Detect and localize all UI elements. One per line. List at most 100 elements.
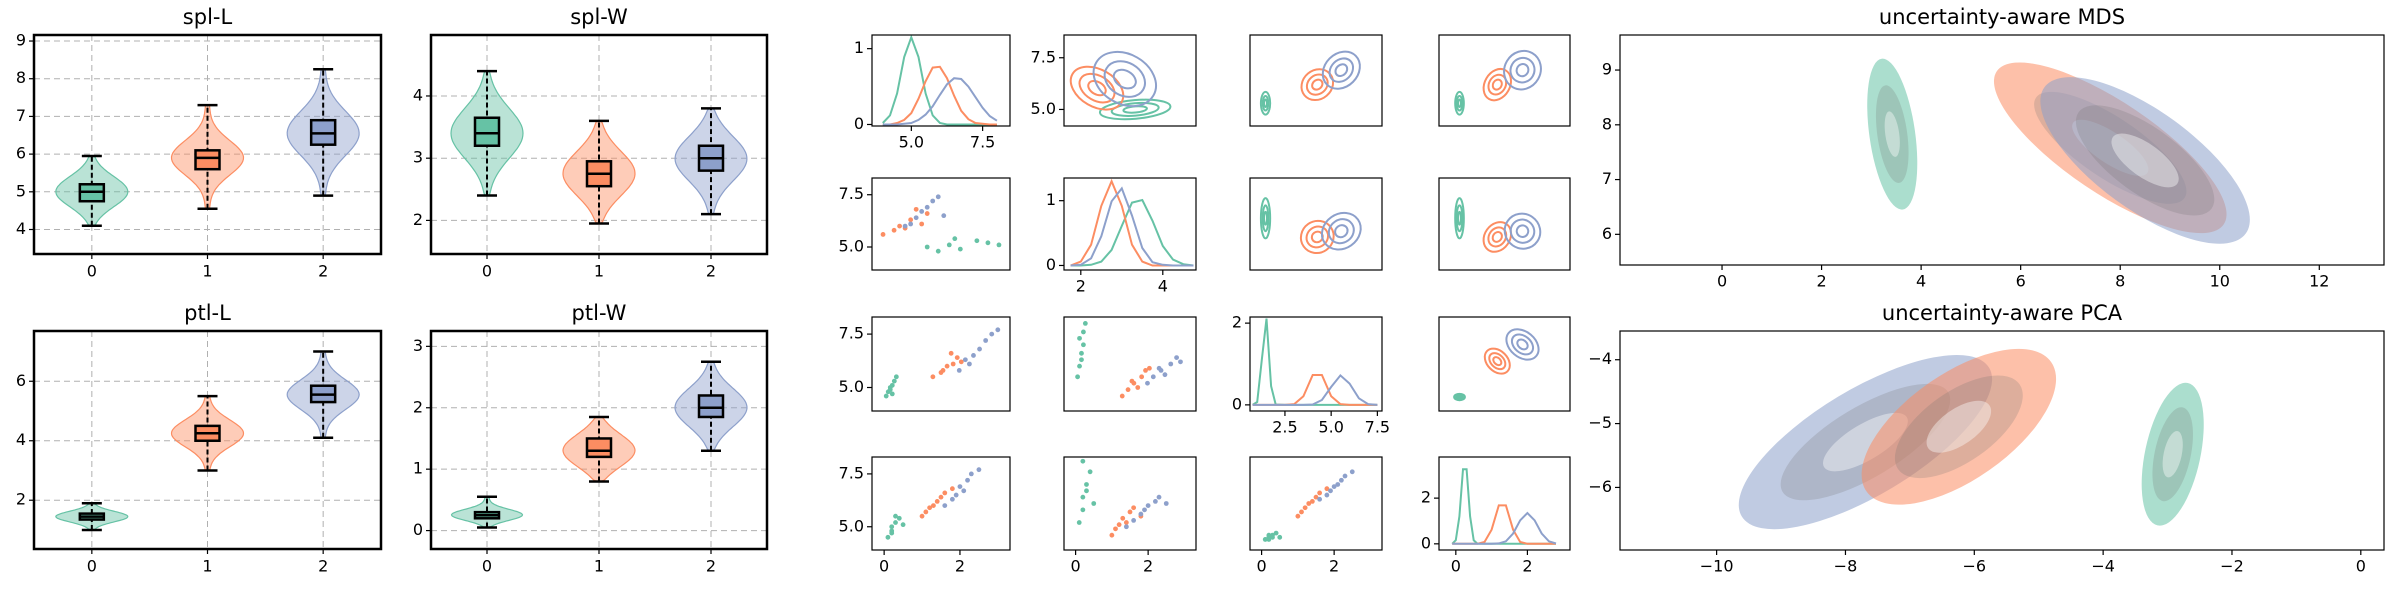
chart-title: ptl-L <box>184 301 231 325</box>
scatter-point <box>1077 363 1082 369</box>
y-tick-label: 8 <box>16 68 26 87</box>
scatter-point <box>1077 335 1082 341</box>
scatter-point <box>1277 534 1283 540</box>
scatter-point <box>913 206 919 212</box>
uncertainty-ellipse <box>2162 431 2183 478</box>
density-line <box>1452 504 1556 545</box>
density-line <box>882 77 998 126</box>
y-tick-label: 0 <box>413 520 423 539</box>
x-tick-label: 0 <box>87 262 97 281</box>
scatter-point <box>983 338 989 343</box>
scatter-point <box>1266 532 1272 538</box>
axes-frame <box>1063 177 1197 271</box>
contour-line <box>1454 90 1465 116</box>
axes-frame <box>1063 316 1197 412</box>
scatter-point <box>1076 520 1082 525</box>
y-tick-label: 3 <box>413 148 423 167</box>
axes-frame <box>1619 34 2385 266</box>
scatter-point <box>913 215 919 221</box>
contour-line <box>1515 224 1530 238</box>
contour-line <box>1305 73 1329 96</box>
x-tick-label: −2 <box>2220 557 2244 576</box>
scatter-point <box>1163 501 1169 506</box>
scatter-point <box>1145 503 1151 509</box>
scatter-point <box>1152 498 1158 504</box>
scatter-point <box>1270 532 1275 538</box>
density-line <box>1252 318 1378 406</box>
scatter-point <box>1113 526 1118 532</box>
x-tick-label: 4 <box>1916 272 1926 291</box>
x-tick-label: 1 <box>202 262 212 281</box>
chart-title: spl-W <box>570 5 628 29</box>
y-tick-label: 1 <box>413 459 423 478</box>
scatter-point <box>1150 374 1156 380</box>
scatter-point <box>1324 486 1330 492</box>
y-tick-label: 0 <box>854 114 864 133</box>
scatter-point <box>1116 522 1122 528</box>
scatter-point <box>1087 469 1093 475</box>
x-tick-label: 2 <box>1143 557 1153 576</box>
scatter-point <box>1075 374 1080 380</box>
y-tick-label: 5.0 <box>1031 99 1056 118</box>
y-tick-label: 0 <box>1046 255 1056 274</box>
y-tick-label: 2 <box>413 397 423 416</box>
density-line <box>1452 511 1557 545</box>
contour-line <box>1487 73 1508 96</box>
scatter-point <box>1080 458 1086 464</box>
x-tick-label: 7.5 <box>1365 418 1390 437</box>
x-tick-label: 0 <box>87 557 97 576</box>
x-tick-label: 2 <box>955 557 965 576</box>
scatter-point <box>1349 469 1355 475</box>
contour-line <box>1103 60 1146 98</box>
chart-title: ptl-W <box>572 301 627 325</box>
scatter-point <box>924 204 930 210</box>
scatter-point <box>891 378 897 384</box>
uncertainty-ellipse <box>2111 133 2179 188</box>
box <box>194 149 221 171</box>
contour-line <box>1259 197 1272 240</box>
contour-line <box>1327 218 1355 245</box>
axes-frame <box>1063 456 1197 551</box>
axes-frame <box>429 329 769 551</box>
uncertainty-ellipse <box>2075 105 2215 216</box>
scatter-point <box>971 353 976 358</box>
plot-area <box>1259 50 1361 116</box>
contour-line <box>1505 328 1540 361</box>
scatter-point <box>949 486 955 492</box>
scatter-point <box>958 359 964 365</box>
scatter-point <box>1079 357 1084 363</box>
x-tick-label: 7.5 <box>970 133 995 152</box>
scatter-point <box>935 248 941 254</box>
axes-frame <box>1619 330 2385 551</box>
scatter-point <box>930 198 936 204</box>
scatter-point <box>1273 530 1279 536</box>
box <box>697 394 725 419</box>
scatter-point <box>967 361 972 367</box>
scatter-point <box>1084 482 1089 487</box>
scatter-point <box>985 240 991 246</box>
scatter-point <box>889 530 895 536</box>
y-tick-label: 5 <box>16 181 26 200</box>
x-tick-label: 0 <box>482 262 492 281</box>
y-tick-label: 7 <box>16 106 26 125</box>
contour-line <box>1456 394 1463 400</box>
uncertainty-ellipse <box>1861 348 2057 505</box>
scatter-point <box>996 242 1002 248</box>
scatter-point <box>1309 498 1315 504</box>
contour-line <box>1492 356 1503 367</box>
scatter-point <box>1302 505 1308 511</box>
scatter-point <box>942 503 948 509</box>
x-tick-label: 2 <box>1329 557 1339 576</box>
y-tick-label: 2 <box>413 210 423 229</box>
x-tick-label: 2.5 <box>1272 418 1297 437</box>
scatter-point <box>940 368 946 373</box>
scatter-point <box>962 357 968 363</box>
scatter-point <box>952 236 958 242</box>
contour-line <box>1510 333 1535 356</box>
scatter-point <box>1158 368 1164 373</box>
contour-line <box>1078 72 1116 104</box>
scatter-point <box>1119 393 1125 399</box>
y-tick-label: −5 <box>1588 413 1612 432</box>
scatter-point <box>889 524 895 530</box>
